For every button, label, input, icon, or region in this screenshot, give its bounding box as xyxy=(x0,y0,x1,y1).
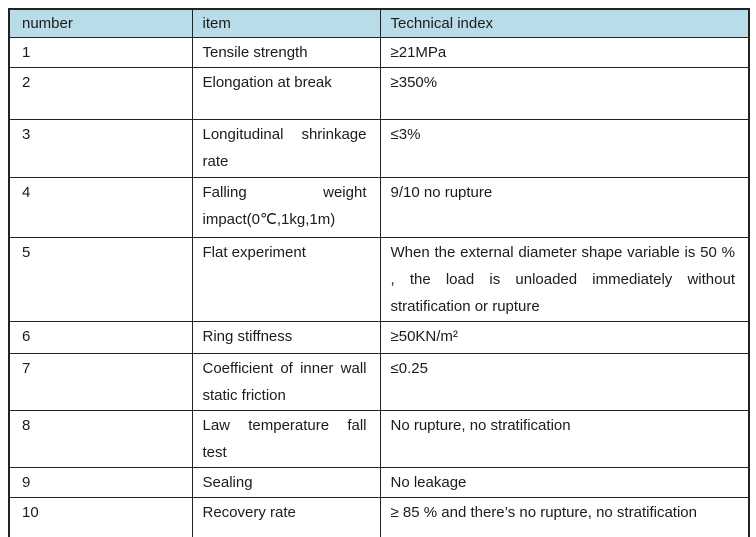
table-row: 5 Flat experiment When the external diam… xyxy=(8,236,750,322)
table-row: 3 Longitudinal shrinkage rate ≤3% xyxy=(8,118,750,178)
cell-item: Recovery rate xyxy=(191,496,381,537)
cell-technical-index: When the external diameter shape variabl… xyxy=(379,236,750,322)
cell-technical-index: No rupture, no stratification xyxy=(379,409,750,468)
cell-item: Tensile strength xyxy=(191,36,381,68)
cell-number: 8 xyxy=(8,409,193,468)
table-row: 8 Law temperature fall test No rupture, … xyxy=(8,409,750,468)
table-row: 10 Recovery rate ≥ 85 % and there’s no r… xyxy=(8,496,750,537)
cell-number: 4 xyxy=(8,176,193,238)
cell-number: 5 xyxy=(8,236,193,322)
cell-item: Sealing xyxy=(191,466,381,498)
cell-item: Coefficient of inner wall static frictio… xyxy=(191,352,381,411)
column-header-number: number xyxy=(8,8,193,38)
technical-index-table: number item Technical index 1 Tensile st… xyxy=(8,8,750,537)
cell-technical-index: ≥ 85 % and there’s no rupture, no strati… xyxy=(379,496,750,537)
cell-number: 2 xyxy=(8,66,193,120)
header-row: number item Technical index xyxy=(8,8,750,38)
table-row: 7 Coefficient of inner wall static frict… xyxy=(8,352,750,411)
cell-number: 1 xyxy=(8,36,193,68)
table-row: 6 Ring stiffness ≥50KN/m² xyxy=(8,320,750,354)
table-row: 9 Sealing No leakage xyxy=(8,466,750,498)
table-row: 2 Elongation at break ≥350% xyxy=(8,66,750,120)
table-row: 1 Tensile strength ≥21MPa xyxy=(8,36,750,68)
cell-number: 6 xyxy=(8,320,193,354)
cell-number: 3 xyxy=(8,118,193,178)
cell-technical-index: ≥21MPa xyxy=(379,36,750,68)
cell-number: 7 xyxy=(8,352,193,411)
cell-technical-index: 9/10 no rupture xyxy=(379,176,750,238)
cell-item: Law temperature fall test xyxy=(191,409,381,468)
cell-number: 10 xyxy=(8,496,193,537)
cell-technical-index: ≤3% xyxy=(379,118,750,178)
cell-item: Ring stiffness xyxy=(191,320,381,354)
cell-item: Elongation at break xyxy=(191,66,381,120)
cell-number: 9 xyxy=(8,466,193,498)
cell-technical-index: ≥350% xyxy=(379,66,750,120)
cell-technical-index: No leakage xyxy=(379,466,750,498)
column-header-technical-index: Technical index xyxy=(379,8,750,38)
cell-technical-index: ≤0.25 xyxy=(379,352,750,411)
cell-item: Falling weight impact(0℃,1kg,1m) xyxy=(191,176,381,238)
table-row: 4 Falling weight impact(0℃,1kg,1m) 9/10 … xyxy=(8,176,750,238)
column-header-item: item xyxy=(191,8,381,38)
cell-item: Longitudinal shrinkage rate xyxy=(191,118,381,178)
cell-technical-index: ≥50KN/m² xyxy=(379,320,750,354)
cell-item: Flat experiment xyxy=(191,236,381,322)
